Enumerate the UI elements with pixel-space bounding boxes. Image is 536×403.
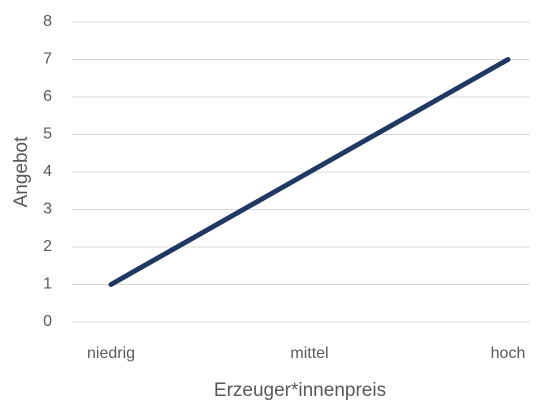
x-tick-label: hoch [491,345,526,362]
y-tick-label: 0 [43,313,52,330]
y-tick-label: 3 [43,201,52,218]
y-tick-label: 4 [43,163,52,180]
x-tick-label: mittel [290,345,328,362]
y-tick-label: 2 [43,238,52,255]
x-tick-label: niedrig [87,345,135,362]
data-line [108,57,511,287]
y-tick-label: 1 [43,276,52,293]
y-axis-title: Angebot [11,136,32,208]
x-axis-title: Erzeuger*innenpreis [214,380,386,401]
y-tick-label: 5 [43,126,52,143]
y-tick-label: 8 [43,13,52,30]
y-tick-label: 6 [43,88,52,105]
y-tick-label: 7 [43,51,52,68]
